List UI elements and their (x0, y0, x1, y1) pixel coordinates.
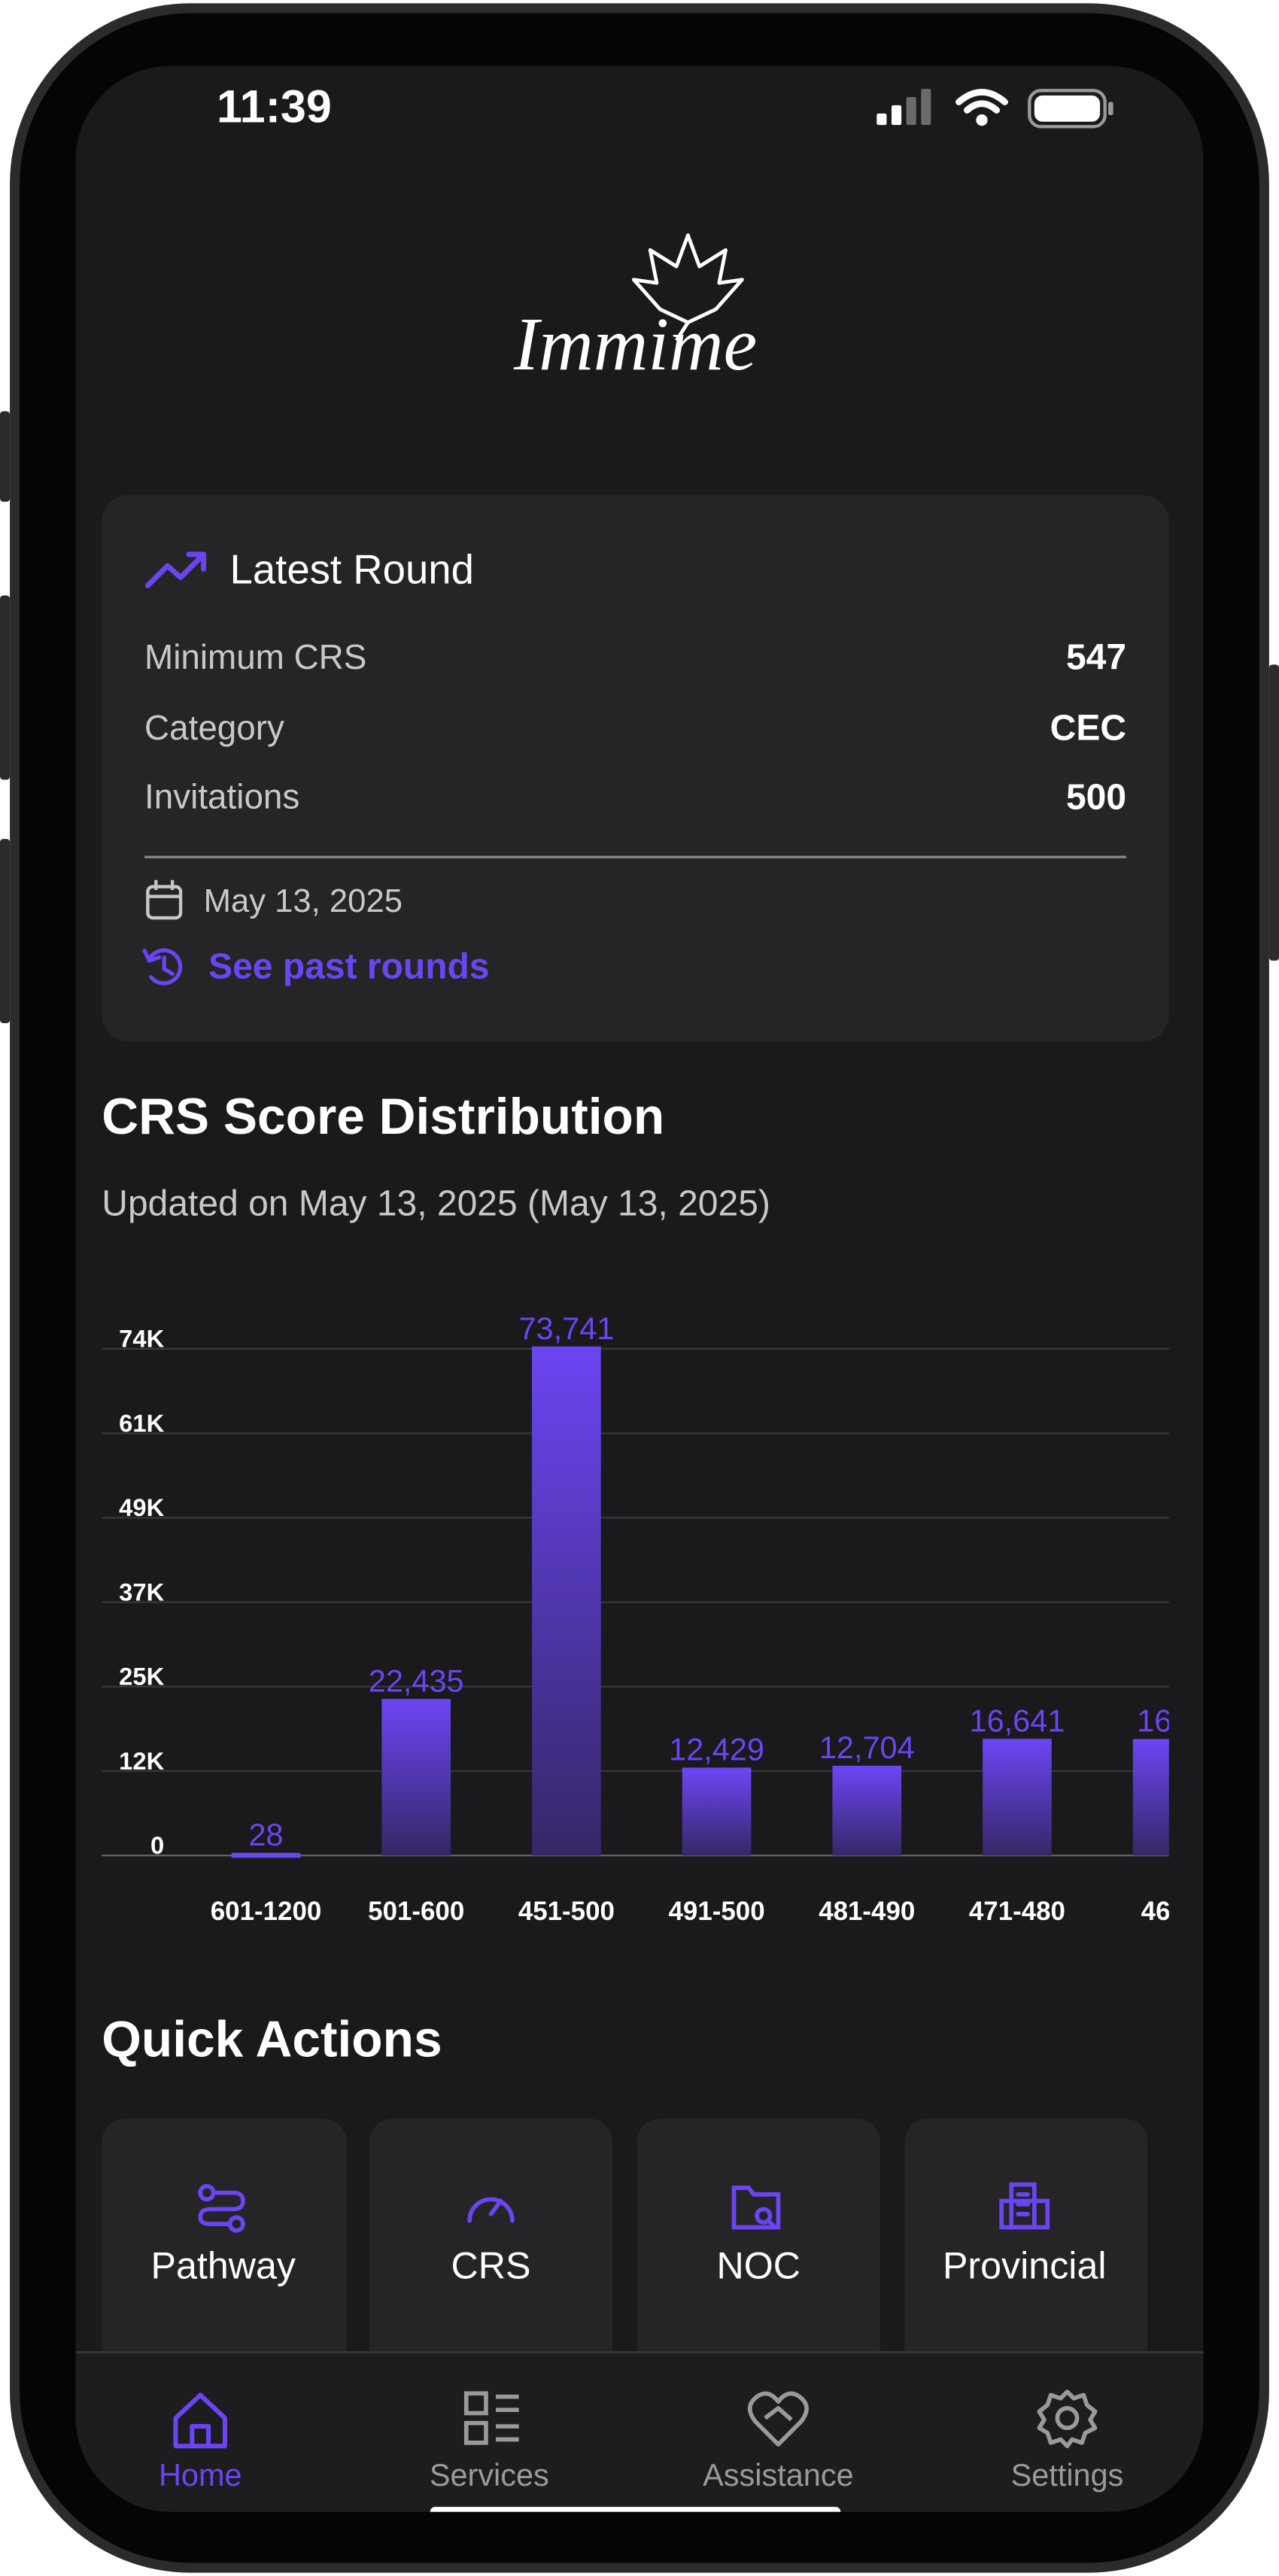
card-title: Latest Round (230, 546, 474, 592)
logo-leaf (631, 233, 744, 342)
action-label: Pathway (151, 2244, 296, 2286)
side-button (1268, 664, 1279, 961)
y-tick-label: 12K (119, 1747, 164, 1775)
wifi-icon (955, 89, 1008, 114)
battery-level (1034, 95, 1101, 122)
screen: 11:39 Immime Latest Round Minimum CRS 54… (75, 65, 1204, 2512)
status-time: 11:39 (217, 81, 332, 132)
action-label: CRS (451, 2244, 531, 2286)
action-label: NOC (716, 2244, 801, 2286)
x-tick-label: 481-490 (819, 1897, 915, 1926)
bar (532, 1348, 601, 1856)
tab-bar (75, 2352, 1204, 2512)
tab-icon[interactable] (173, 2392, 228, 2449)
value-label: 28 (248, 1817, 283, 1852)
tab-label[interactable]: Assistance (703, 2457, 853, 2492)
row-value: 547 (1066, 637, 1126, 677)
calendar-icon (146, 879, 183, 920)
x-tick-label: 471-480 (969, 1897, 1065, 1926)
row-label: Invitations (144, 777, 299, 816)
x-tick-label: 461- (1141, 1897, 1194, 1926)
side-button (0, 595, 11, 780)
value-label: 12,704 (819, 1730, 915, 1765)
value-label: 73,741 (518, 1311, 614, 1346)
x-tick-label: 451-500 (518, 1897, 615, 1926)
row-value: CEC (1050, 708, 1126, 748)
x-tick-label: 601-1200 (211, 1897, 322, 1926)
y-tick-label: 49K (119, 1493, 164, 1521)
value-label: 12,429 (669, 1732, 764, 1767)
tab-label[interactable]: Home (159, 2457, 242, 2492)
row-label: Category (144, 708, 284, 747)
latest-round-card (102, 495, 1169, 1042)
y-tick-label: 0 (150, 1831, 164, 1859)
section-title: Quick Actions (102, 2011, 442, 2067)
bar (682, 1769, 752, 1856)
battery-tip (1108, 102, 1113, 116)
past-rounds-link[interactable]: See past rounds (208, 946, 489, 986)
value-label: 16,641 (970, 1703, 1065, 1738)
chart-plot: 28 601-1200 22,435 501-600 73,741 451-500 12,4… (211, 1311, 1198, 1926)
action-label: Provincial (943, 2244, 1107, 2286)
y-tick-label: 61K (119, 1409, 164, 1437)
screen-background (75, 65, 1204, 2512)
y-tick-label: 37K (119, 1578, 164, 1605)
wifi-dot (976, 114, 988, 126)
side-button (0, 411, 11, 502)
action-card[interactable] (369, 2119, 612, 2398)
side-button (0, 839, 11, 1023)
x-tick-label: 501-600 (368, 1897, 464, 1926)
battery-icon (1028, 89, 1107, 129)
chart-title: CRS Score Distribution (102, 1089, 664, 1145)
value-label: 16,6 (1137, 1703, 1198, 1739)
logo-text: Immime (513, 302, 757, 386)
bar (1132, 1741, 1169, 1856)
bar (832, 1768, 902, 1856)
y-tick-label: 25K (119, 1663, 164, 1690)
home-indicator (430, 2507, 841, 2512)
tab-label[interactable]: Services (430, 2457, 549, 2492)
tab-icon[interactable] (463, 2391, 519, 2445)
signal-icon (876, 89, 931, 126)
action-icons (198, 2182, 1050, 2233)
tab-label[interactable]: Settings (1011, 2457, 1124, 2492)
row-label: Minimum CRS (144, 637, 366, 676)
tab-icon[interactable] (1037, 2389, 1098, 2449)
bar (983, 1741, 1052, 1856)
action-card[interactable] (102, 2119, 347, 2398)
tab-icon[interactable] (747, 2391, 809, 2447)
history-icon (142, 948, 183, 986)
value-label: 22,435 (369, 1663, 464, 1698)
bar (381, 1701, 451, 1856)
action-card[interactable] (904, 2119, 1148, 2398)
chart-subtitle: Updated on May 13, 2025 (May 13, 2025) (102, 1183, 770, 1223)
x-tick-label: 491-500 (669, 1897, 765, 1926)
trend-icon (144, 551, 207, 588)
row-value: 500 (1066, 777, 1126, 817)
action-card[interactable] (636, 2119, 880, 2398)
y-tick-label: 74K (119, 1325, 164, 1353)
round-date: May 13, 2025 (204, 882, 403, 919)
